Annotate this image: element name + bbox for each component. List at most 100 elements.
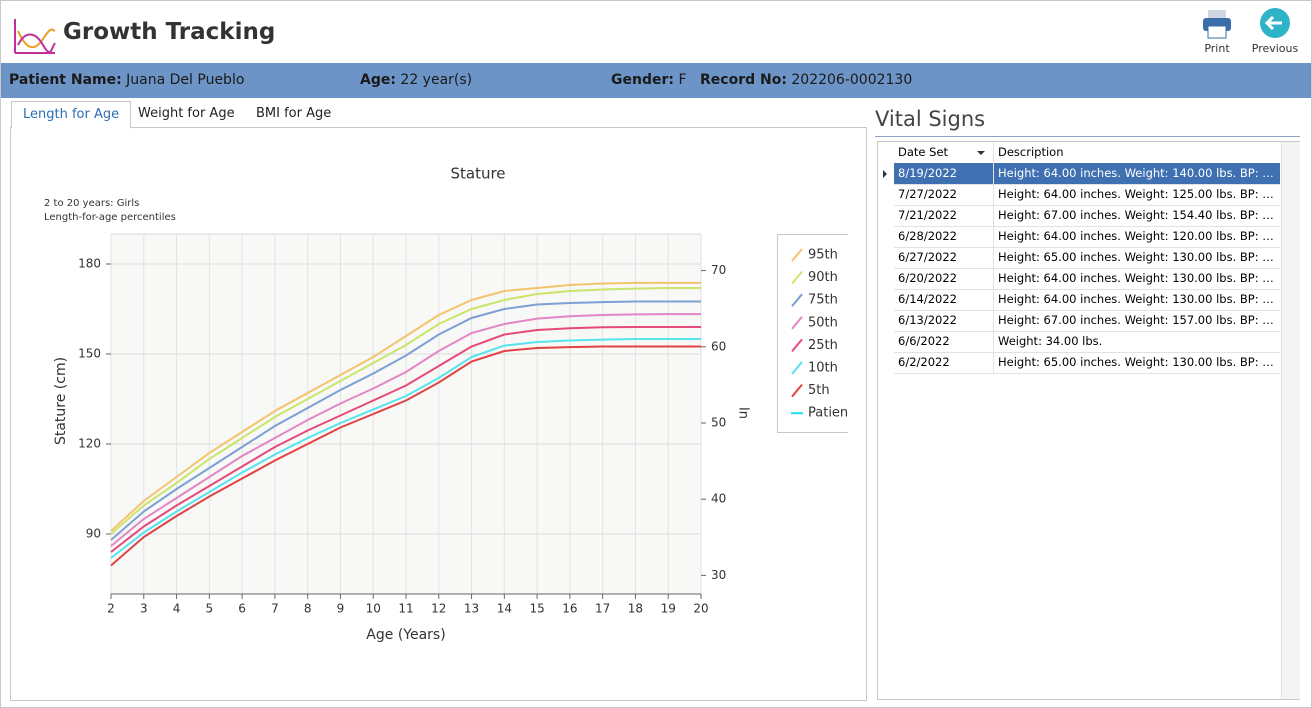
legend-swatch <box>791 361 803 375</box>
y2-axis-label: In <box>736 407 751 419</box>
series-line <box>110 287 701 535</box>
field-value: 22 year(s) <box>400 72 473 88</box>
y-tick-label: 120 <box>78 437 101 451</box>
grid-cell: 6/2/2022 <box>894 352 994 373</box>
field-label: Gender: <box>611 72 674 88</box>
series-line <box>110 338 701 559</box>
print-label: Print <box>1204 42 1230 55</box>
grid-row[interactable]: 7/21/2022 Height: 67.00 inches. Weight: 1… <box>894 205 1280 227</box>
grid-row[interactable]: 6/27/2022 Height: 65.00 inches. Weight: 1… <box>894 247 1280 269</box>
x-tick-label: 5 <box>206 602 214 616</box>
grid-row[interactable]: 6/13/2022 Height: 67.00 inches. Weight: 1… <box>894 310 1280 332</box>
legend: 95th 90th 75th 50th 25th 10th 5th Patient <box>777 234 853 433</box>
x-tick-label: 4 <box>173 602 181 616</box>
x-tick-label: 15 <box>529 602 544 616</box>
column-header[interactable]: Date Set <box>894 142 994 163</box>
x-tick-label: 8 <box>304 602 312 616</box>
x-tick-label: 6 <box>238 602 246 616</box>
legend-label: Patient <box>808 406 853 421</box>
print-button[interactable]: Print <box>1187 7 1247 55</box>
y-axis-label: Stature (cm) <box>53 357 69 445</box>
grid-row[interactable]: 8/19/2022 Height: 64.00 inches. Weight: 1… <box>894 163 1280 185</box>
y-tick-label: 150 <box>78 347 101 361</box>
grid-cell: Height: 67.00 inches. Weight: 157.00 lbs… <box>998 313 1280 327</box>
grid-cell: 6/14/2022 <box>894 289 994 310</box>
sort-arrow <box>977 151 985 155</box>
divider <box>875 136 1300 137</box>
grid-row[interactable]: 6/20/2022 Height: 64.00 inches. Weight: 1… <box>894 268 1280 290</box>
x-tick-label: 9 <box>337 602 345 616</box>
x-tick-label: 10 <box>366 602 381 616</box>
grid-cell: Height: 64.00 inches. Weight: 140.00 lbs… <box>998 166 1280 180</box>
grid-cell: 6/13/2022 <box>894 310 994 331</box>
legend-swatch <box>791 338 803 353</box>
x-tick-label: 3 <box>140 602 148 616</box>
legend-label: 10th <box>808 361 838 376</box>
y2-tick-label: 30 <box>711 568 726 582</box>
legend-swatch <box>791 270 803 285</box>
field-value: F <box>678 72 687 88</box>
field-value: 202206-0002130 <box>791 72 913 88</box>
chart-subtitle: Length-for-age percentiles <box>44 212 176 223</box>
series-line <box>110 300 701 541</box>
legend-swatch <box>791 293 803 307</box>
legend-label: 5th <box>808 383 830 398</box>
y2-tick-label: 50 <box>711 415 726 429</box>
x-tick-label: 13 <box>464 602 479 616</box>
app-title: Growth Tracking <box>63 19 276 45</box>
series-line <box>110 313 701 547</box>
grid-cell: 8/19/2022 <box>894 163 994 184</box>
grid-cell: 6/28/2022 <box>894 226 994 247</box>
grid-cell: Weight: 34.00 lbs. <box>998 334 1103 348</box>
chart-title: Stature <box>450 165 505 183</box>
legend-swatch <box>791 248 803 262</box>
tab[interactable]: BMI for Age <box>256 106 332 121</box>
grid-cell: 7/27/2022 <box>894 184 994 205</box>
y2-tick-label: 70 <box>711 263 726 277</box>
x-tick-label: 12 <box>431 602 446 616</box>
column-header[interactable]: Description <box>998 145 1064 159</box>
patient-bar: Patient Name: Juana Del Pueblo Age: 22 y… <box>1 63 1311 98</box>
x-tick-label: 7 <box>271 602 279 616</box>
x-tick-label: 14 <box>497 602 512 616</box>
grid-row[interactable]: 6/14/2022 Height: 64.00 inches. Weight: 1… <box>894 289 1280 311</box>
scrollbar[interactable] <box>1281 142 1300 699</box>
previous-label: Previous <box>1251 42 1299 55</box>
y2-tick-label: 40 <box>711 492 726 506</box>
y-tick-label: 90 <box>86 527 101 541</box>
grid-row[interactable]: 7/27/2022 Height: 64.00 inches. Weight: 1… <box>894 184 1280 206</box>
grid-cell: 6/20/2022 <box>894 268 994 289</box>
x-tick-label: 18 <box>628 602 643 616</box>
x-tick-label: 20 <box>693 602 708 616</box>
chart-subtitle: 2 to 20 years: Girls <box>44 198 139 209</box>
legend-label: 75th <box>808 293 838 308</box>
grid-cell: 7/21/2022 <box>894 205 994 226</box>
series-line <box>110 326 701 553</box>
legend-label: 50th <box>808 315 838 330</box>
tab[interactable]: Length for Age <box>11 101 132 129</box>
x-tick-label: 2 <box>107 602 115 616</box>
tab[interactable]: Weight for Age <box>138 106 235 121</box>
previous-button[interactable]: Previous <box>1245 7 1305 55</box>
grid-cell: Height: 64.00 inches. Weight: 120.00 lbs… <box>998 229 1280 243</box>
y2-tick-label: 60 <box>711 339 726 353</box>
x-tick-label: 16 <box>562 602 577 616</box>
grid-cell: Height: 64.00 inches. Weight: 125.00 lbs… <box>998 187 1280 201</box>
series-line <box>110 345 701 567</box>
y-tick-label: 180 <box>78 257 101 271</box>
grid-cell: Height: 67.00 inches. Weight: 154.40 lbs… <box>998 208 1280 222</box>
grid-cell: Height: 64.00 inches. Weight: 130.00 lbs… <box>998 271 1280 285</box>
grid-cell: Height: 65.00 inches. Weight: 130.00 lbs… <box>998 250 1280 264</box>
x-tick-label: 19 <box>661 602 676 616</box>
grid-cell: Height: 64.00 inches. Weight: 130.00 lbs… <box>998 292 1280 306</box>
grid-cell: 6/27/2022 <box>894 247 994 268</box>
grid-row[interactable]: 6/6/2022 Weight: 34.00 lbs. <box>894 331 1280 353</box>
legend-swatch <box>791 316 803 330</box>
legend-box <box>777 234 848 433</box>
field-value: Juana Del Pueblo <box>126 72 245 88</box>
grid-header: Date Set Description <box>894 142 1280 164</box>
grid-row[interactable]: 6/2/2022 Height: 65.00 inches. Weight: 13… <box>894 352 1280 374</box>
x-axis-label: Age (Years) <box>366 627 445 643</box>
grid-row[interactable]: 6/28/2022 Height: 64.00 inches. Weight: 1… <box>894 226 1280 248</box>
